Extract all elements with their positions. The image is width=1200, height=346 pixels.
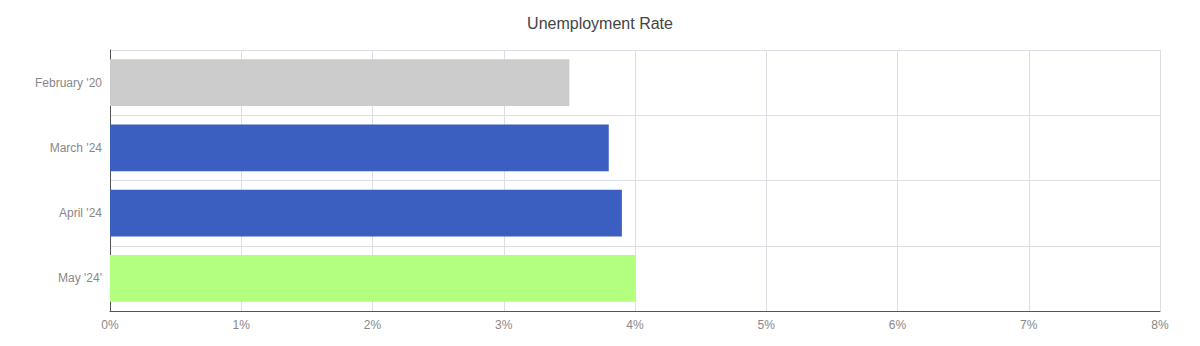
svg-text:0%: 0% <box>101 318 119 332</box>
svg-text:7%: 7% <box>1020 318 1038 332</box>
svg-text:5%: 5% <box>758 318 776 332</box>
svg-text:Unemployment Rate: Unemployment Rate <box>527 15 673 32</box>
svg-text:8%: 8% <box>1151 318 1169 332</box>
svg-text:March '24: March '24 <box>50 141 103 155</box>
svg-text:6%: 6% <box>889 318 907 332</box>
svg-text:2%: 2% <box>364 318 382 332</box>
svg-text:February '20: February '20 <box>35 76 102 90</box>
svg-text:May '24': May '24' <box>58 271 102 285</box>
svg-text:1%: 1% <box>233 318 251 332</box>
svg-text:4%: 4% <box>626 318 644 332</box>
svg-text:3%: 3% <box>495 318 513 332</box>
svg-text:April '24: April '24 <box>59 206 102 220</box>
